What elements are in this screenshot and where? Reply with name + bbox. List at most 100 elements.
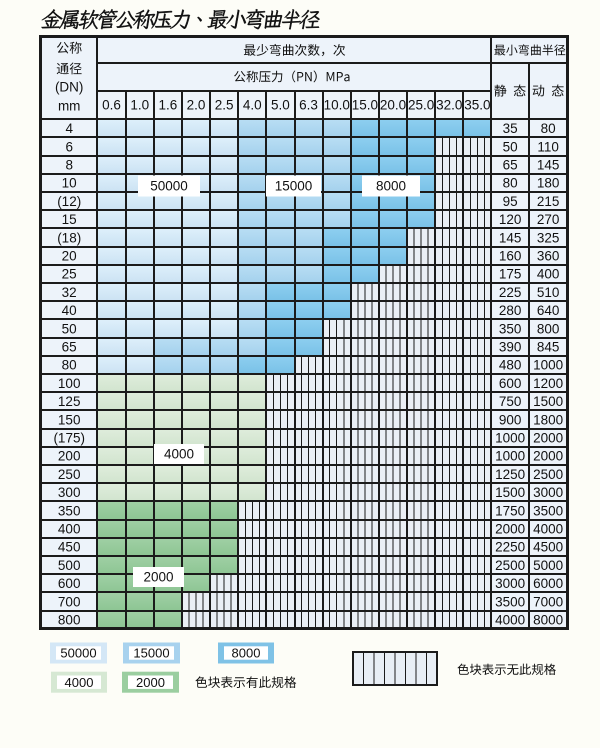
svg-text:510: 510 (537, 285, 560, 300)
svg-text:(18): (18) (57, 230, 81, 245)
svg-text:640: 640 (537, 303, 560, 318)
svg-text:400: 400 (537, 267, 560, 282)
svg-text:400: 400 (58, 522, 81, 537)
svg-text:500: 500 (58, 558, 81, 573)
svg-text:(DN): (DN) (55, 79, 84, 94)
svg-text:2.0: 2.0 (187, 98, 206, 113)
svg-text:360: 360 (537, 249, 560, 264)
svg-text:800: 800 (58, 613, 81, 628)
svg-text:4000: 4000 (65, 675, 94, 690)
svg-text:2000: 2000 (143, 570, 173, 585)
svg-text:480: 480 (499, 358, 522, 373)
svg-text:1200: 1200 (533, 376, 563, 391)
svg-text:1750: 1750 (495, 503, 525, 518)
svg-text:5.0: 5.0 (271, 98, 290, 113)
svg-text:2000: 2000 (533, 449, 563, 464)
svg-text:65: 65 (503, 158, 518, 173)
svg-text:35.0: 35.0 (464, 98, 490, 113)
svg-text:2000: 2000 (533, 431, 563, 446)
svg-text:160: 160 (499, 249, 522, 264)
svg-text:80: 80 (62, 358, 77, 373)
svg-text:100: 100 (58, 376, 81, 391)
svg-text:750: 750 (499, 394, 522, 409)
svg-text:80: 80 (541, 121, 556, 136)
svg-text:65: 65 (62, 340, 77, 355)
svg-text:145: 145 (499, 230, 522, 245)
svg-text:50000: 50000 (60, 646, 96, 661)
svg-text:8000: 8000 (533, 613, 563, 628)
svg-text:25.0: 25.0 (408, 98, 434, 113)
svg-text:125: 125 (58, 394, 81, 409)
svg-text:2000: 2000 (495, 522, 525, 537)
svg-text:145: 145 (537, 158, 560, 173)
svg-text:200: 200 (58, 449, 81, 464)
svg-text:1.0: 1.0 (130, 98, 149, 113)
svg-text:180: 180 (537, 176, 560, 191)
svg-text:10.0: 10.0 (324, 98, 350, 113)
svg-text:32: 32 (62, 285, 77, 300)
svg-text:600: 600 (499, 376, 522, 391)
svg-text:4000: 4000 (164, 447, 194, 462)
svg-text:8000: 8000 (376, 179, 406, 194)
svg-text:4500: 4500 (533, 540, 563, 555)
svg-text:50000: 50000 (150, 179, 188, 194)
svg-text:40: 40 (62, 303, 77, 318)
svg-text:4: 4 (65, 121, 73, 136)
svg-text:1.6: 1.6 (158, 98, 177, 113)
svg-text:3000: 3000 (533, 485, 563, 500)
svg-text:32.0: 32.0 (436, 98, 462, 113)
svg-text:2000: 2000 (136, 675, 165, 690)
svg-text:8000: 8000 (232, 646, 261, 661)
svg-text:15000: 15000 (275, 179, 313, 194)
svg-text:225: 225 (499, 285, 522, 300)
svg-text:800: 800 (537, 321, 560, 336)
svg-text:8: 8 (65, 158, 73, 173)
svg-text:2500: 2500 (495, 558, 525, 573)
svg-text:5000: 5000 (533, 558, 563, 573)
svg-text:150: 150 (58, 412, 81, 427)
svg-text:(12): (12) (57, 194, 81, 209)
svg-text:280: 280 (499, 303, 522, 318)
svg-text:215: 215 (537, 194, 560, 209)
svg-text:50: 50 (62, 321, 77, 336)
svg-text:4000: 4000 (495, 613, 525, 628)
svg-text:35: 35 (503, 121, 518, 136)
svg-text:3500: 3500 (495, 594, 525, 609)
svg-text:325: 325 (537, 230, 560, 245)
svg-text:(175): (175) (53, 431, 85, 446)
svg-text:450: 450 (58, 540, 81, 555)
svg-text:3000: 3000 (495, 576, 525, 591)
svg-text:1500: 1500 (533, 394, 563, 409)
svg-text:700: 700 (58, 594, 81, 609)
svg-text:6: 6 (65, 139, 73, 154)
svg-text:1000: 1000 (533, 358, 563, 373)
svg-text:845: 845 (537, 340, 560, 355)
svg-text:20: 20 (62, 249, 77, 264)
svg-text:15: 15 (62, 212, 77, 227)
svg-text:270: 270 (537, 212, 560, 227)
svg-text:0.6: 0.6 (102, 98, 121, 113)
svg-text:20.0: 20.0 (380, 98, 406, 113)
svg-text:6000: 6000 (533, 576, 563, 591)
svg-text:4000: 4000 (533, 522, 563, 537)
svg-text:3500: 3500 (533, 503, 563, 518)
svg-text:2.5: 2.5 (215, 98, 234, 113)
svg-text:50: 50 (503, 139, 518, 154)
svg-text:1500: 1500 (495, 485, 525, 500)
svg-text:2500: 2500 (533, 467, 563, 482)
svg-text:250: 250 (58, 467, 81, 482)
svg-text:1000: 1000 (495, 431, 525, 446)
svg-text:110: 110 (537, 139, 559, 154)
svg-text:4.0: 4.0 (243, 98, 262, 113)
svg-text:350: 350 (499, 321, 522, 336)
svg-text:1250: 1250 (495, 467, 525, 482)
svg-text:2250: 2250 (495, 540, 525, 555)
svg-text:1800: 1800 (533, 412, 563, 427)
svg-text:600: 600 (58, 576, 81, 591)
svg-text:10: 10 (62, 176, 77, 191)
svg-text:1000: 1000 (495, 449, 525, 464)
svg-text:15000: 15000 (133, 646, 169, 661)
svg-text:7000: 7000 (533, 594, 563, 609)
svg-text:120: 120 (499, 212, 522, 227)
svg-text:mm: mm (58, 99, 81, 114)
